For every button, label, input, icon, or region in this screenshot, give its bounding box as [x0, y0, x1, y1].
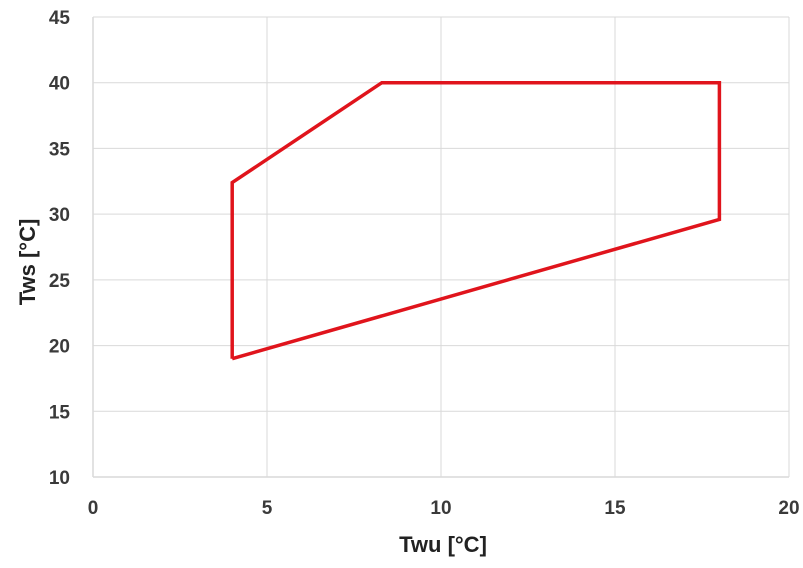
- y-tick-label: 40: [49, 74, 70, 95]
- envelope-series-line: [232, 83, 719, 359]
- y-tick-label: 20: [49, 337, 70, 358]
- gridlines: [93, 17, 789, 477]
- y-axis-title: Tws [°C]: [15, 219, 40, 306]
- x-tick-label: 20: [778, 498, 799, 519]
- x-tick-label: 15: [604, 498, 626, 519]
- x-axis-title: Twu [°C]: [399, 532, 487, 557]
- x-tick-label: 10: [430, 498, 451, 519]
- y-tick-label: 25: [49, 271, 71, 292]
- y-tick-label: 10: [49, 468, 70, 489]
- y-tick-label: 35: [49, 139, 71, 160]
- x-tick-label: 5: [262, 498, 273, 519]
- y-tick-label: 15: [49, 402, 71, 423]
- y-tick-label: 30: [49, 205, 70, 226]
- x-tick-label: 0: [88, 498, 99, 519]
- tick-labels: 0 5 10 15 20 10 15 20 25 30 35 40 45: [49, 8, 800, 519]
- y-tick-label: 45: [49, 8, 71, 29]
- series: [232, 83, 719, 359]
